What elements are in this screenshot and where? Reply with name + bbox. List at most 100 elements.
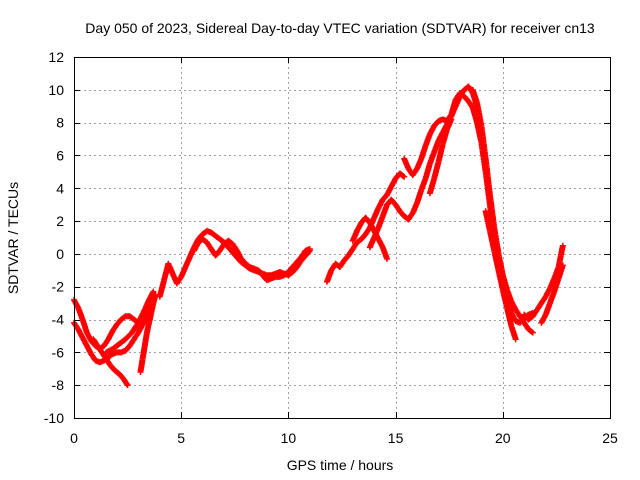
y-tick-label: -2 [52,279,65,295]
data-point-fill [174,275,184,286]
data-point-fill [290,260,300,270]
data-point-fill [504,306,514,328]
data-point-fill [200,237,209,245]
data-point [512,336,519,343]
data-point-fill [230,242,240,253]
data-point-fill [530,308,540,318]
data-point-fill [380,192,390,202]
data-point-fill [350,240,360,251]
data-point [150,288,157,295]
data-point-fill [112,368,121,376]
data-point-fill [491,226,502,256]
data-point-fill [91,337,100,348]
data-point-fill [393,203,402,213]
y-tick-label: -10 [44,410,64,426]
data-point-fill [397,209,407,219]
series-arc-14 [482,208,519,343]
y-tick-label: 0 [56,246,64,262]
series-arc-16 [538,262,566,326]
data-point-fill [123,330,134,342]
data-point [448,116,455,123]
data-point-fill [213,248,222,258]
data-point-fill [191,240,201,253]
series-arc-7 [191,236,313,284]
data-point-fill [286,269,295,278]
data-point-fill [389,197,398,207]
data-point-fill [256,268,265,278]
y-tick-label: 4 [56,180,64,196]
data-point-fill [359,232,368,242]
data-point-fill [110,322,119,333]
data-point-fill [398,171,407,179]
data-point-fill [239,256,248,266]
data-point-fill [539,294,548,305]
data-point-fill [487,229,497,253]
y-tick-label: 2 [56,213,64,229]
y-tick-label: 10 [48,82,64,98]
series-arc-8 [323,170,408,285]
data-point [529,329,536,336]
series-arc-15 [521,242,566,323]
data-point-fill [491,249,502,272]
data-point-fill [243,261,252,270]
data-point-fill [286,265,295,274]
data-point-fill [101,337,111,348]
data-point-fill [119,314,128,322]
tick-labels: 0 5 10 15 20 25 -10 -8 -6 -4 -2 0 2 4 6 8 10 12 [44,49,618,446]
data-point-fill [282,269,291,278]
series-arc-9 [349,214,391,262]
x-tick-label: 0 [70,430,78,446]
x-axis-title: GPS time / hours [287,457,394,473]
data-point-fill [466,99,475,110]
data-point-fill [363,215,372,225]
data-point-fill [367,221,377,233]
data-point-fill [200,228,209,237]
y-tick-label: -4 [52,312,65,328]
x-tick-label: 5 [177,430,185,446]
data-point-fill [127,337,137,348]
data-point-fill [513,308,523,318]
data-point-fill [431,160,442,180]
data-point-fill [290,265,300,274]
data-point-fill [111,349,119,357]
data-point-fill [458,90,467,99]
data-point-fill [196,237,205,245]
data-point-fill [131,331,141,341]
data-point-fill [89,352,98,363]
data-point-fill [123,343,132,353]
axis-ticks [74,57,611,419]
series-arc-4 [103,288,157,356]
data-point-fill [355,237,364,245]
data-point [124,382,131,389]
data-point-fill [217,237,226,245]
data-point-fill [117,337,128,347]
data-point-fill [226,238,235,247]
x-tick-label: 25 [602,430,618,446]
y-tick-label: 12 [48,49,64,65]
data-point-fill [99,350,109,361]
data-point-fill [265,276,273,283]
data-point-fill [410,166,420,177]
y-tick-label: -8 [52,377,65,393]
data-point-fill [213,233,222,242]
data-point-fill [363,226,372,236]
chart-title: Day 050 of 2023, Sidereal Day-to-day VTE… [85,20,595,36]
x-tick-label: 15 [388,430,404,446]
plot-frame [74,57,611,419]
data-point-fill [462,94,471,104]
data-point-fill [209,230,218,238]
data-point-fill [483,209,493,233]
y-tick-label: -6 [52,344,65,360]
data-point-fill [444,112,454,123]
data-point-fill [274,269,282,277]
data-point-fill [278,269,286,277]
data-point [559,262,566,269]
data-point-fill [436,116,445,124]
data-point-fill [114,317,124,327]
data-point-fill [337,258,347,269]
series-arc-5 [137,291,159,376]
data-point-fill [248,264,256,272]
data-point-fill [487,193,497,230]
data-point-fill [278,272,286,280]
